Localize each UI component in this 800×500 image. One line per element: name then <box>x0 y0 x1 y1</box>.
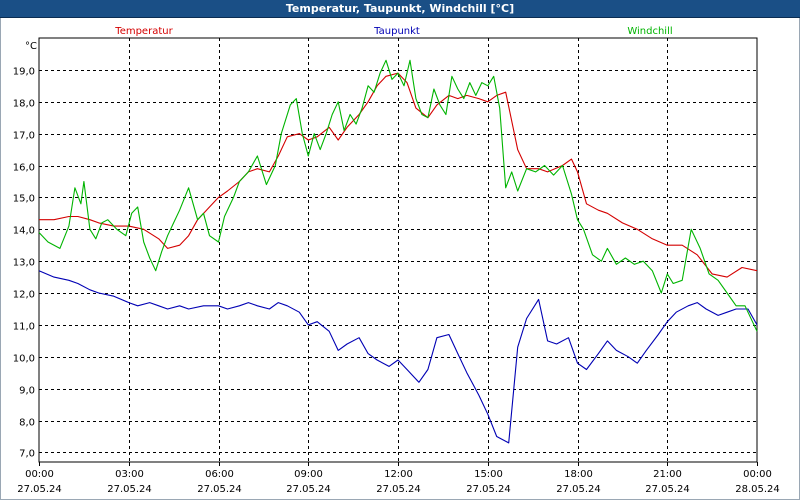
y-tick-label: 18,0 <box>13 99 35 110</box>
series-line-temperatur <box>39 72 758 278</box>
x-tick-time: 12:00 <box>384 469 413 480</box>
y-tick-label: 8,0 <box>19 418 35 429</box>
y-tick-label: 7,0 <box>19 449 35 460</box>
legend-label-temperatur: Temperatur <box>114 26 173 37</box>
x-tick-date: 27.05.24 <box>286 484 331 495</box>
x-tick-date: 27.05.24 <box>197 484 242 495</box>
x-tick-time: 06:00 <box>205 469 234 480</box>
y-tick-label: 15,0 <box>13 194 35 205</box>
axes: 7,0 8,0 9,0 10,0 11,0 12,0 13,0 14,0 15,0 16,0 17,… <box>13 41 780 495</box>
y-tick-label: 9,0 <box>19 386 35 397</box>
y-axis-unit: °C <box>25 41 37 52</box>
series-lines <box>38 59 758 444</box>
y-tick-label: 11,0 <box>13 322 35 333</box>
x-tick-date: 27.05.24 <box>376 484 421 495</box>
chart-title-bar: Temperatur, Taupunkt, Windchill [°C] <box>0 0 800 18</box>
series-line-windchill <box>38 59 758 332</box>
x-tick-time: 18:00 <box>564 469 593 480</box>
y-tick-label: 19,0 <box>13 67 35 78</box>
y-tick-label: 17,0 <box>13 131 35 142</box>
x-tick-date: 27.05.24 <box>466 484 511 495</box>
y-tick-label: 16,0 <box>13 163 35 174</box>
series-line-taupunkt <box>38 270 758 444</box>
y-tick-label: 10,0 <box>13 354 35 365</box>
chart-title: Temperatur, Taupunkt, Windchill [°C] <box>285 2 515 15</box>
x-tick-time: 00:00 <box>25 469 54 480</box>
y-tick-label: 13,0 <box>13 258 35 269</box>
x-tick-time: 21:00 <box>653 469 682 480</box>
x-tick-time: 09:00 <box>294 469 323 480</box>
x-tick-time: 15:00 <box>474 469 503 480</box>
x-tick-time: 00:00 <box>743 469 772 480</box>
legend-label-windchill: Windchill <box>627 26 672 37</box>
legend: Temperatur Taupunkt Windchill <box>114 26 672 37</box>
x-tick-date: 27.05.24 <box>107 484 152 495</box>
y-tick-label: 12,0 <box>13 290 35 301</box>
x-tick-time: 03:00 <box>115 469 144 480</box>
grid <box>38 37 758 463</box>
x-tick-date: 27.05.24 <box>645 484 690 495</box>
x-tick-date: 27.05.24 <box>17 484 62 495</box>
x-tick-date: 28.05.24 <box>735 484 780 495</box>
legend-label-taupunkt: Taupunkt <box>373 26 420 37</box>
y-tick-label: 14,0 <box>13 226 35 237</box>
x-tick-date: 27.05.24 <box>556 484 601 495</box>
